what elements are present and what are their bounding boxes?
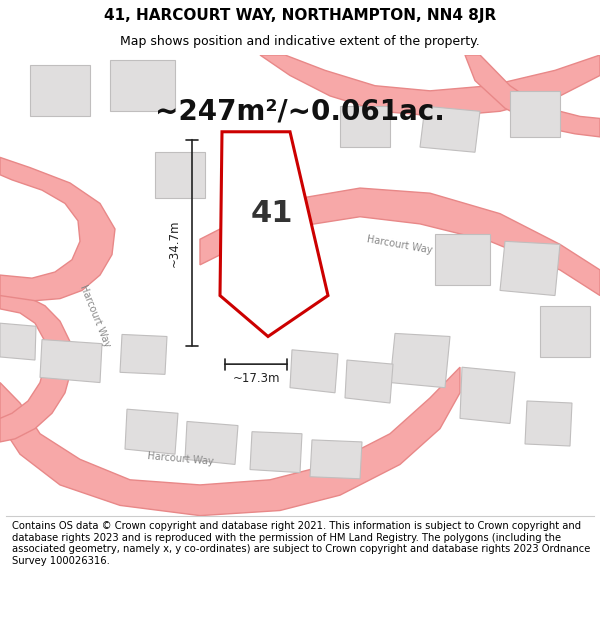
Polygon shape [460,368,515,424]
Polygon shape [420,106,480,152]
Polygon shape [340,106,390,147]
Text: ~17.3m: ~17.3m [232,372,280,385]
Text: ~247m²/~0.061ac.: ~247m²/~0.061ac. [155,98,445,125]
Text: Harcourt Way: Harcourt Way [78,283,112,349]
Polygon shape [120,334,167,374]
Polygon shape [30,65,90,116]
Polygon shape [390,333,450,388]
Polygon shape [185,421,238,464]
Polygon shape [290,350,338,392]
Polygon shape [155,152,205,198]
Polygon shape [110,60,175,111]
Polygon shape [510,91,560,137]
Text: Harcourt Way: Harcourt Way [146,451,214,468]
Polygon shape [40,339,102,382]
Text: Harcourt Way: Harcourt Way [367,234,434,255]
Text: 41: 41 [251,199,293,228]
Polygon shape [125,409,178,454]
Polygon shape [0,323,36,360]
Polygon shape [0,158,115,301]
Polygon shape [345,360,393,403]
Text: ~34.7m: ~34.7m [167,219,181,267]
Polygon shape [500,241,560,296]
Polygon shape [260,55,600,116]
Polygon shape [200,188,600,296]
Polygon shape [0,291,72,442]
Polygon shape [525,401,572,446]
Polygon shape [250,432,302,472]
Polygon shape [0,368,460,516]
Text: Map shows position and indicative extent of the property.: Map shows position and indicative extent… [120,35,480,48]
Polygon shape [220,132,328,336]
Polygon shape [220,168,265,214]
Polygon shape [310,440,362,479]
Text: 41, HARCOURT WAY, NORTHAMPTON, NN4 8JR: 41, HARCOURT WAY, NORTHAMPTON, NN4 8JR [104,8,496,23]
Polygon shape [540,306,590,357]
Polygon shape [465,55,600,137]
Text: Contains OS data © Crown copyright and database right 2021. This information is : Contains OS data © Crown copyright and d… [12,521,590,566]
Polygon shape [435,234,490,285]
